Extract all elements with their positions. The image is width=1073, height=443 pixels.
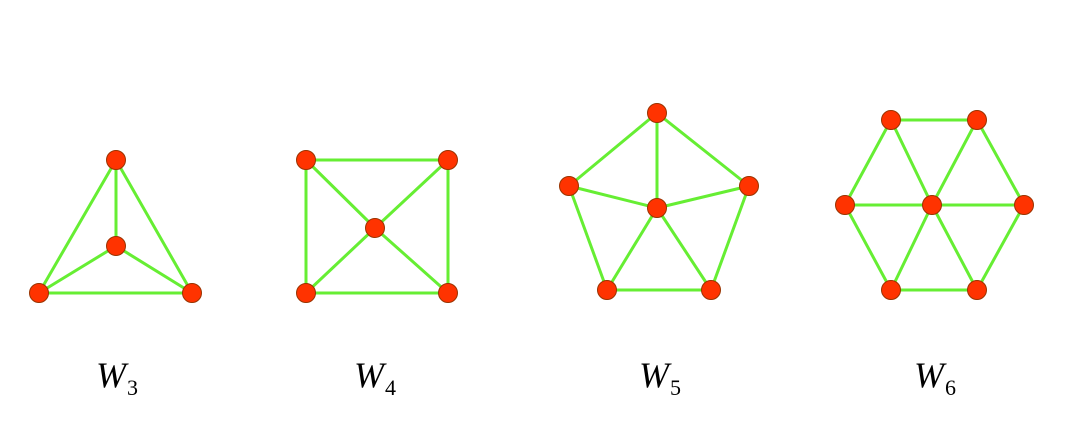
caption-letter: W: [914, 355, 944, 395]
caption-subscript: 6: [945, 375, 956, 400]
caption-w5: W5: [639, 350, 681, 400]
spoke-edge: [304, 158, 377, 230]
caption-w3: W3: [96, 350, 138, 400]
caption-letter: W: [96, 355, 126, 395]
rim-vertex: [881, 110, 901, 130]
spoke-edge: [655, 206, 713, 292]
spoke-edge: [373, 226, 450, 295]
spoke-edge: [373, 158, 450, 230]
rim-vertex: [182, 283, 202, 303]
wheel-graph-w5: [559, 103, 759, 300]
rim-edge: [843, 118, 893, 207]
hub-vertex: [647, 198, 667, 218]
wheel-graph-w6: [835, 110, 1034, 300]
rim-vertex: [559, 176, 579, 196]
wheel-graph-w4: [296, 150, 458, 303]
rim-edge: [709, 184, 751, 292]
spoke-edge: [655, 184, 751, 210]
rim-vertex: [835, 195, 855, 215]
caption-subscript: 5: [670, 375, 681, 400]
caption-letter: W: [639, 355, 669, 395]
spoke-edge: [930, 203, 979, 292]
rim-edge: [655, 111, 751, 188]
caption-letter: W: [354, 355, 384, 395]
caption-subscript: 4: [385, 375, 396, 400]
spoke-edge: [889, 118, 934, 207]
spoke-edge: [889, 203, 934, 292]
rim-vertex: [701, 280, 721, 300]
caption-subscript: 3: [127, 375, 138, 400]
rim-edge: [975, 118, 1026, 207]
rim-vertex: [438, 150, 458, 170]
spoke-edge: [304, 226, 377, 295]
rim-edge: [975, 203, 1026, 292]
rim-vertex: [647, 103, 667, 123]
rim-vertex: [967, 280, 987, 300]
rim-vertex: [739, 176, 759, 196]
rim-vertex: [881, 280, 901, 300]
rim-vertex: [296, 283, 316, 303]
rim-edge: [567, 184, 609, 292]
rim-vertex: [106, 150, 126, 170]
spoke-edge: [567, 184, 659, 210]
rim-vertex: [967, 110, 987, 130]
wheel-graph-w3: [29, 150, 202, 303]
rim-vertex: [1014, 195, 1034, 215]
caption-w4: W4: [354, 350, 396, 400]
rim-vertex: [296, 150, 316, 170]
caption-w6: W6: [914, 350, 956, 400]
rim-vertex: [438, 283, 458, 303]
spoke-edge: [930, 118, 979, 207]
spoke-edge: [114, 244, 194, 295]
hub-vertex: [922, 195, 942, 215]
rim-edge: [37, 158, 118, 295]
rim-edge: [567, 111, 659, 188]
spoke-edge: [605, 206, 659, 292]
hub-vertex: [365, 218, 385, 238]
rim-edge: [114, 158, 194, 295]
spoke-edge: [37, 244, 118, 295]
hub-vertex: [106, 236, 126, 256]
rim-edge: [843, 203, 893, 292]
rim-vertex: [29, 283, 49, 303]
rim-vertex: [597, 280, 617, 300]
